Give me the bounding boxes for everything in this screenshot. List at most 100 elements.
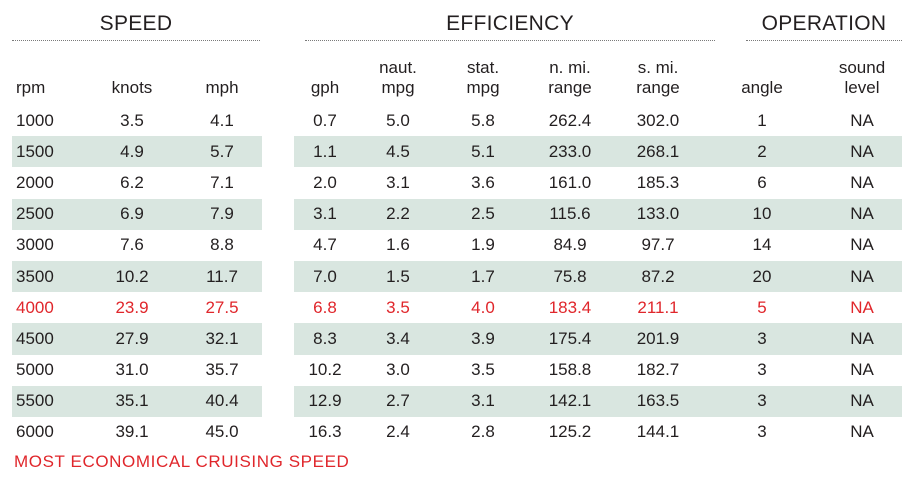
- table-row: 1000 3.5 4.1 0.7 5.0 5.8 262.4 302.0 1 NA: [12, 105, 902, 137]
- cell-smi-range: 182.7: [636, 360, 680, 380]
- cell-rpm: 1000: [16, 110, 54, 130]
- cell-angle: 10: [702, 198, 822, 230]
- col-header-naut-mpg: naut. mpg: [379, 58, 417, 97]
- performance-table: rpm knots mph gph naut. mpg stat. mpg n.…: [12, 44, 902, 449]
- column-gap: [262, 136, 294, 168]
- cell-mph: 7.1: [210, 172, 234, 192]
- cell-smi-range: 97.7: [641, 235, 675, 255]
- cell-naut-mpg: 2.4: [386, 422, 410, 442]
- cell-sound-level: NA: [822, 385, 902, 417]
- cell-stat-mpg: 5.1: [440, 136, 526, 168]
- cell-angle: 3: [757, 422, 767, 442]
- cell-smi-range: 163.5: [614, 385, 702, 417]
- table-row: 2000 6.2 7.1 2.0 3.1 3.6 161.0 185.3 6 NA: [12, 167, 902, 199]
- cell-naut-mpg: 2.2: [356, 198, 440, 230]
- cell-angle: 6: [757, 172, 767, 192]
- cell-nmi-range: 75.8: [526, 260, 614, 293]
- cell-mph: 8.8: [210, 235, 234, 255]
- col-header-knots: knots: [111, 78, 153, 97]
- cell-naut-mpg: 3.0: [386, 360, 410, 380]
- cell-mph: 7.9: [182, 198, 262, 230]
- cell-smi-range: 268.1: [614, 136, 702, 168]
- cell-naut-mpg: 1.6: [386, 235, 410, 255]
- col-header-angle: angle: [741, 78, 783, 97]
- cell-rpm: 5500: [12, 385, 82, 417]
- cell-nmi-range: 115.6: [526, 198, 614, 230]
- cell-knots: 6.9: [82, 198, 182, 230]
- column-gap: [262, 385, 294, 417]
- cell-nmi-range: 161.0: [548, 172, 592, 192]
- cell-gph: 6.8: [313, 297, 337, 317]
- column-gap: [262, 260, 294, 293]
- cell-gph: 2.0: [313, 172, 337, 192]
- column-gap: [262, 292, 294, 324]
- cell-sound-level: NA: [850, 235, 874, 255]
- cell-rpm: 3500: [12, 260, 82, 293]
- table-row: 4000 23.9 27.5 6.8 3.5 4.0 183.4 211.1 5 NA: [12, 292, 902, 324]
- cell-nmi-range: 262.4: [548, 110, 592, 130]
- cell-gph: 0.7: [313, 110, 337, 130]
- cell-gph: 4.7: [313, 235, 337, 255]
- cell-rpm: 3000: [16, 235, 54, 255]
- cell-stat-mpg: 3.9: [440, 323, 526, 355]
- cell-stat-mpg: 1.9: [471, 235, 495, 255]
- col-header-rpm: rpm: [16, 78, 46, 97]
- cell-angle: 20: [702, 260, 822, 293]
- cell-naut-mpg: 5.0: [386, 110, 410, 130]
- col-header-sound-level: sound level: [838, 58, 886, 97]
- cell-rpm: 1500: [12, 136, 82, 168]
- table-row: 6000 39.1 45.0 16.3 2.4 2.8 125.2 144.1 3 NA: [12, 416, 902, 449]
- cell-gph: 7.0: [294, 260, 356, 293]
- cell-naut-mpg: 3.5: [386, 297, 410, 317]
- speed-group-divider: [12, 40, 260, 41]
- cell-naut-mpg: 3.4: [356, 323, 440, 355]
- cell-knots: 10.2: [82, 260, 182, 293]
- cell-gph: 10.2: [308, 360, 342, 380]
- cell-naut-mpg: 2.7: [356, 385, 440, 417]
- table-row: 1500 4.9 5.7 1.1 4.5 5.1 233.0 268.1 2 NA: [12, 136, 902, 168]
- table-row: 5000 31.0 35.7 10.2 3.0 3.5 158.8 182.7 3 NA: [12, 354, 902, 386]
- cell-nmi-range: 175.4: [526, 323, 614, 355]
- column-gap: [262, 105, 294, 137]
- cell-nmi-range: 233.0: [526, 136, 614, 168]
- cell-nmi-range: 158.8: [548, 360, 592, 380]
- cell-smi-range: 87.2: [614, 260, 702, 293]
- cell-stat-mpg: 2.5: [440, 198, 526, 230]
- column-gap: [262, 323, 294, 355]
- cell-mph: 5.7: [182, 136, 262, 168]
- cell-smi-range: 201.9: [614, 323, 702, 355]
- cell-rpm: 5000: [16, 360, 54, 380]
- cell-sound-level: NA: [850, 110, 874, 130]
- cell-sound-level: NA: [850, 297, 874, 317]
- cell-rpm: 4000: [16, 297, 54, 317]
- cell-smi-range: 144.1: [636, 422, 680, 442]
- cell-smi-range: 211.1: [637, 297, 679, 317]
- cell-knots: 7.6: [120, 235, 144, 255]
- cell-stat-mpg: 3.5: [471, 360, 495, 380]
- cell-stat-mpg: 1.7: [440, 260, 526, 293]
- cell-mph: 40.4: [182, 385, 262, 417]
- cell-sound-level: NA: [850, 172, 874, 192]
- table-row: 5500 35.1 40.4 12.9 2.7 3.1 142.1 163.5 3 NA: [12, 385, 902, 417]
- cell-gph: 16.3: [308, 422, 342, 442]
- column-gap: [262, 44, 294, 105]
- cell-angle: 2: [702, 136, 822, 168]
- col-header-nmi-range: n. mi. range: [548, 58, 592, 97]
- cell-mph: 4.1: [210, 110, 234, 130]
- footnote-most-economical: MOST ECONOMICAL CRUISING SPEED: [14, 452, 350, 471]
- cell-angle: 3: [702, 385, 822, 417]
- column-gap: [262, 354, 294, 386]
- cell-knots: 35.1: [82, 385, 182, 417]
- cell-rpm: 6000: [16, 422, 54, 442]
- cell-naut-mpg: 1.5: [356, 260, 440, 293]
- column-gap: [262, 416, 294, 449]
- cell-knots: 39.1: [115, 422, 149, 442]
- cell-sound-level: NA: [850, 360, 874, 380]
- cell-knots: 23.9: [115, 297, 149, 317]
- cell-sound-level: NA: [822, 198, 902, 230]
- cell-sound-level: NA: [822, 136, 902, 168]
- col-header-gph: gph: [310, 78, 340, 97]
- cell-knots: 3.5: [120, 110, 144, 130]
- table-row: 3500 10.2 11.7 7.0 1.5 1.7 75.8 87.2 20 NA: [12, 260, 902, 293]
- cell-nmi-range: 183.4: [548, 297, 592, 317]
